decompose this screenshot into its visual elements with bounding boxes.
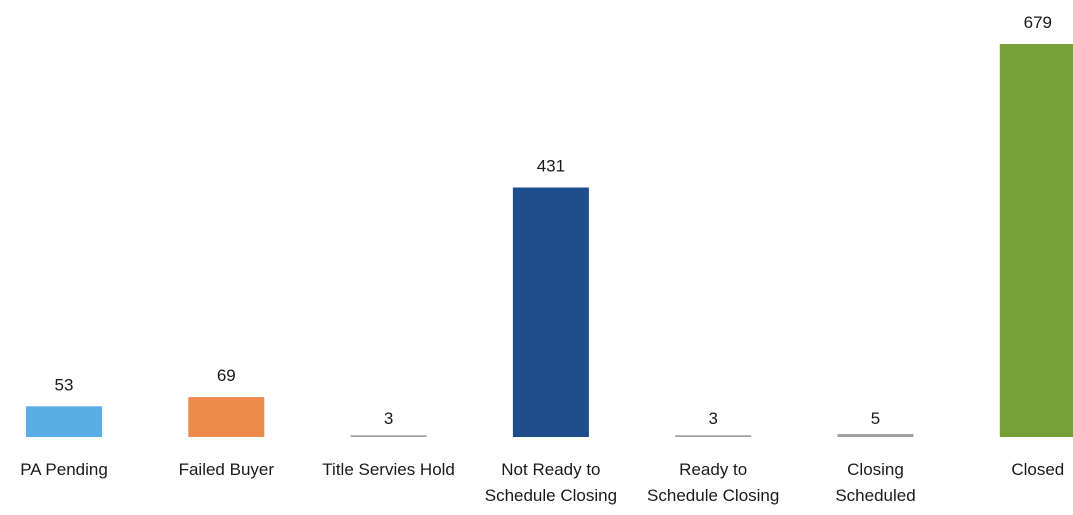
category-label-3-line-1: Schedule Closing <box>485 486 617 505</box>
value-label-4: 3 <box>708 409 717 428</box>
category-label-6-line-0: Closed <box>1011 460 1064 479</box>
bar-6 <box>999 44 1073 437</box>
category-label-0: PA Pending <box>20 460 108 479</box>
category-label-3-line-0: Not Ready to <box>501 460 600 479</box>
category-label-1-line-0: Failed Buyer <box>179 460 275 479</box>
value-label-2: 3 <box>384 409 393 428</box>
value-label-0: 53 <box>55 375 74 394</box>
category-label-4-line-0: Ready to <box>679 460 747 479</box>
bar-3 <box>512 187 589 437</box>
bar-0 <box>26 406 102 437</box>
category-label-6: Closed <box>1011 460 1064 479</box>
bar-4 <box>675 435 752 437</box>
value-label-1: 69 <box>217 366 236 385</box>
bars-layer <box>26 44 1073 437</box>
value-label-3: 431 <box>537 157 565 176</box>
category-label-2: Title Servies Hold <box>322 460 455 479</box>
category-label-4: Ready to Schedule Closing <box>647 460 779 505</box>
value-label-6: 679 <box>1024 13 1052 32</box>
bar-2 <box>350 435 427 437</box>
category-label-0-line-0: PA Pending <box>20 460 108 479</box>
value-label-5: 5 <box>871 409 880 428</box>
category-labels-layer: PA Pending Failed Buyer Title Servies Hold… <box>20 460 1064 505</box>
category-label-2-line-0: Title Servies Hold <box>322 460 455 479</box>
category-label-5-line-0: Closing <box>847 460 904 479</box>
category-label-5: Closing Scheduled <box>835 460 915 505</box>
bar-1 <box>188 397 265 437</box>
bar-5 <box>837 434 914 437</box>
category-label-1: Failed Buyer <box>179 460 275 479</box>
value-labels-layer: 53 69 3 431 3 5 679 <box>55 13 1052 428</box>
category-label-3: Not Ready to Schedule Closing <box>485 460 617 505</box>
category-label-5-line-1: Scheduled <box>835 486 915 505</box>
category-label-4-line-1: Schedule Closing <box>647 486 779 505</box>
